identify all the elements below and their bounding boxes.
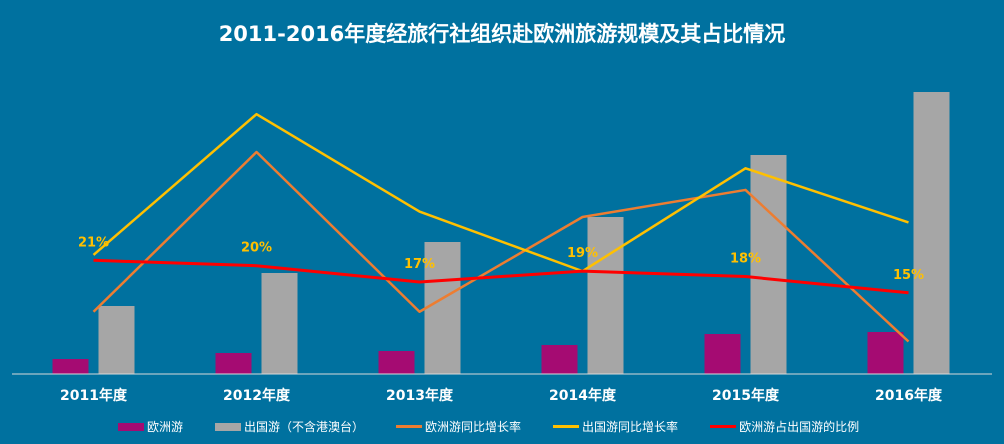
legend-label: 出国游（不含港澳台）: [244, 420, 365, 434]
x-tick-label: 2012年度: [223, 387, 291, 404]
legend-item: 出国游（不含港澳台）: [215, 418, 364, 435]
x-tick-label: 2014年度: [549, 387, 617, 404]
line-series-1: [92, 112, 909, 273]
x-tick-label: 2011年度: [60, 387, 128, 404]
bar-europe: [215, 353, 252, 374]
legend-swatch: [118, 422, 144, 431]
data-label: 15%: [893, 268, 924, 283]
x-tick-label: 2015年度: [712, 387, 780, 404]
legend-label: 出国游同比增长率: [582, 420, 679, 434]
data-label: 17%: [404, 257, 435, 272]
data-label: 21%: [78, 235, 109, 250]
bar-outbound: [424, 242, 461, 374]
legend-swatch: [396, 425, 423, 428]
legend: 欧洲游 出国游（不含港澳台） 欧洲游同比增长率 出国游同比增长率 欧洲游占出国游的比例: [118, 418, 891, 435]
legend-swatch: [710, 425, 737, 428]
legend-label: 欧洲游: [147, 420, 184, 434]
data-label: 20%: [241, 241, 272, 256]
legend-item: 欧洲游占出国游的比例: [710, 418, 859, 435]
bar-outbound: [587, 217, 624, 374]
bar-outbound: [261, 273, 298, 374]
legend-label: 欧洲游同比增长率: [425, 420, 522, 434]
bar-europe: [378, 351, 415, 374]
bar-europe: [867, 332, 904, 374]
bar-europe: [704, 334, 741, 374]
line-series-2: [93, 258, 909, 295]
legend-label: 欧洲游占出国游的比例: [739, 420, 860, 434]
bar-outbound: [750, 155, 787, 374]
bar-outbound: [98, 306, 135, 374]
legend-swatch: [553, 425, 580, 428]
bar-europe: [541, 345, 578, 374]
legend-item: 欧洲游: [118, 418, 183, 435]
line-series-0: [92, 150, 910, 343]
bar-outbound: [913, 92, 950, 374]
legend-item: 出国游同比增长率: [553, 418, 678, 435]
legend-item: 欧洲游同比增长率: [396, 418, 521, 435]
chart-title: 2011-2016年度经旅行社组织赴欧洲旅游规模及其占比情况: [218, 22, 786, 46]
legend-swatch: [215, 422, 242, 431]
bar-europe: [52, 359, 89, 374]
x-tick-label: 2013年度: [386, 387, 454, 404]
x-tick-label: 2016年度: [875, 387, 943, 404]
data-label: 19%: [567, 246, 598, 261]
data-label: 18%: [730, 252, 761, 267]
